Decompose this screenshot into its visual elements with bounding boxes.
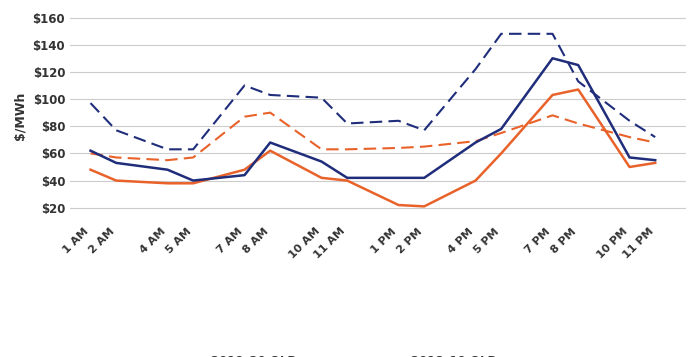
2019–20 QLD (240, 167, 248, 172)
2018–19 QLD (471, 139, 480, 143)
2018–19 rest of NEM (651, 135, 659, 139)
2019–20 rest of NEM (394, 176, 402, 180)
2018–19 rest of NEM (471, 67, 480, 71)
2018–19 rest of NEM (625, 119, 634, 123)
2018–19 QLD (343, 147, 351, 151)
2019–20 QLD (651, 161, 659, 165)
2019–20 rest of NEM (240, 173, 248, 177)
2018–19 QLD (394, 146, 402, 150)
2018–19 rest of NEM (497, 32, 505, 36)
2018–19 QLD (112, 155, 120, 160)
2019–20 QLD (394, 203, 402, 207)
2019–20 QLD (86, 167, 94, 172)
2018–19 rest of NEM (86, 101, 94, 105)
2018–19 QLD (497, 131, 505, 135)
2018–19 rest of NEM (163, 147, 172, 151)
2019–20 rest of NEM (343, 176, 351, 180)
2019–20 QLD (317, 176, 326, 180)
2018–19 rest of NEM (189, 147, 197, 151)
2018–19 QLD (548, 113, 556, 117)
2018–19 QLD (86, 151, 94, 156)
2018–19 QLD (574, 121, 582, 126)
Legend: 2019–20 QLD, 2019–20 rest of NEM, 2018–19 QLD, 2018–19 rest of NEM: 2019–20 QLD, 2019–20 rest of NEM, 2018–1… (166, 350, 553, 357)
2018–19 rest of NEM (240, 83, 248, 87)
2018–19 rest of NEM (266, 93, 274, 97)
2019–20 rest of NEM (112, 161, 120, 165)
2019–20 rest of NEM (317, 160, 326, 164)
2019–20 rest of NEM (651, 158, 659, 162)
2019–20 QLD (343, 178, 351, 183)
2018–19 rest of NEM (394, 119, 402, 123)
2018–19 QLD (266, 110, 274, 115)
2018–19 QLD (189, 155, 197, 160)
2018–19 rest of NEM (317, 96, 326, 100)
2019–20 QLD (189, 181, 197, 185)
2019–20 rest of NEM (548, 56, 556, 60)
2018–19 QLD (420, 145, 428, 149)
2018–19 rest of NEM (574, 79, 582, 84)
2019–20 QLD (266, 149, 274, 153)
2019–20 rest of NEM (266, 140, 274, 145)
Line: 2019–20 QLD: 2019–20 QLD (90, 90, 655, 206)
2018–19 QLD (651, 140, 659, 145)
2018–19 rest of NEM (420, 128, 428, 132)
Line: 2019–20 rest of NEM: 2019–20 rest of NEM (90, 58, 655, 181)
2019–20 QLD (497, 151, 505, 156)
2019–20 QLD (112, 178, 120, 183)
2019–20 QLD (625, 165, 634, 169)
Line: 2018–19 rest of NEM: 2018–19 rest of NEM (90, 34, 655, 149)
2018–19 QLD (317, 147, 326, 151)
2019–20 rest of NEM (86, 149, 94, 153)
Line: 2018–19 QLD: 2018–19 QLD (90, 112, 655, 160)
2019–20 rest of NEM (189, 178, 197, 183)
2019–20 QLD (574, 87, 582, 92)
2018–19 QLD (163, 158, 172, 162)
2019–20 QLD (471, 178, 480, 183)
2019–20 rest of NEM (497, 127, 505, 131)
2019–20 rest of NEM (574, 63, 582, 67)
2019–20 QLD (163, 181, 172, 185)
2019–20 QLD (548, 93, 556, 97)
2019–20 QLD (420, 204, 428, 208)
2019–20 rest of NEM (163, 167, 172, 172)
2018–19 QLD (240, 115, 248, 119)
Y-axis label: $/MWh: $/MWh (14, 92, 27, 140)
2018–19 rest of NEM (548, 32, 556, 36)
2018–19 rest of NEM (112, 128, 120, 132)
2018–19 rest of NEM (343, 121, 351, 126)
2019–20 rest of NEM (625, 155, 634, 160)
2019–20 rest of NEM (420, 176, 428, 180)
2018–19 QLD (625, 135, 634, 139)
2019–20 rest of NEM (471, 140, 480, 145)
